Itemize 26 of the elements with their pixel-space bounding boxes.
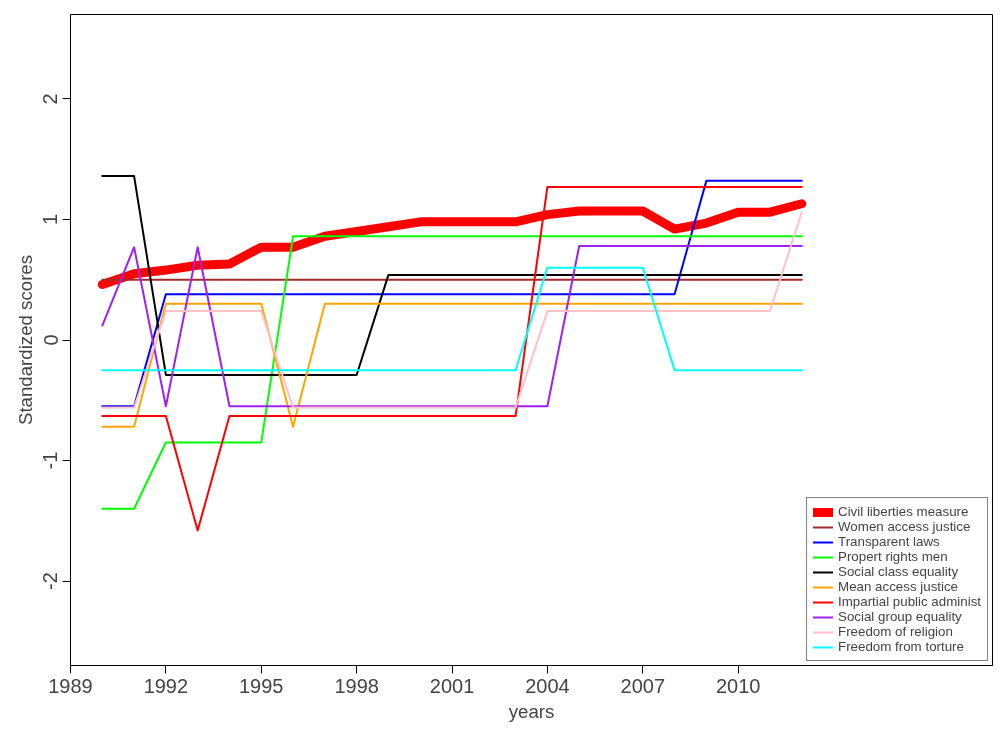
legend-label: Social class equality	[838, 564, 959, 579]
y-tick-label: 1	[39, 213, 62, 226]
legend-label: Freedom from torture	[838, 639, 964, 654]
legend-label: Propert rights men	[838, 549, 948, 564]
x-tick-label: 1998	[334, 674, 379, 697]
legend-label: Transparent laws	[838, 534, 940, 549]
legend-label: Mean access justice	[838, 579, 959, 594]
y-tick-label: -1	[39, 451, 62, 470]
x-axis-title: years	[508, 700, 555, 722]
legend-label: Social group equality	[838, 609, 962, 624]
x-tick-label: 1989	[48, 674, 93, 697]
x-tick-label: 2010	[715, 674, 761, 697]
y-tick-label: 0	[39, 334, 62, 346]
legend-label: Women access justice	[838, 519, 971, 534]
legend-label: Civil liberties measure	[838, 504, 969, 519]
x-tick-label: 1995	[239, 674, 284, 697]
y-tick-label: -2	[39, 572, 62, 590]
x-tick-label: 2007	[620, 674, 666, 697]
x-tick-label: 2001	[429, 674, 475, 697]
y-tick-label: 2	[39, 93, 62, 105]
y-axis-title: Standardized scores	[14, 254, 36, 426]
x-tick-label: 1992	[143, 674, 189, 697]
legend-label: Freedom of religion	[838, 624, 953, 639]
legend-label: Impartial public administ	[838, 594, 981, 609]
line-series	[101, 244, 803, 408]
x-tick-label: 2004	[525, 674, 570, 697]
